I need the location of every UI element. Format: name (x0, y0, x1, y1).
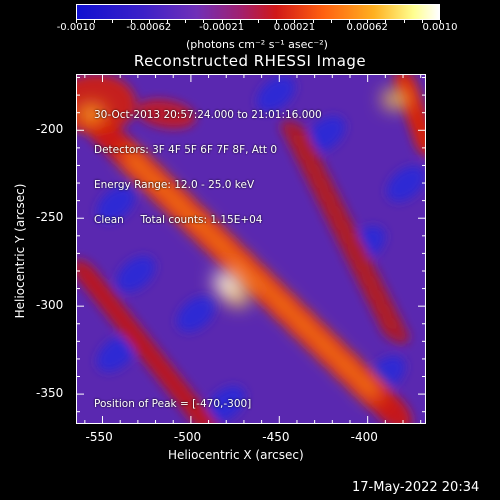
chart-title: Reconstructed RHESSI Image (133, 52, 367, 70)
heatmap-blob (176, 296, 216, 332)
observation-counts: Clean Total counts: 1.15E+04 (94, 213, 263, 226)
y-tick-label: -350 (36, 386, 64, 401)
x-tick-label: -550 (85, 430, 113, 444)
y-axis-label: Heliocentric Y (arcsec) (13, 183, 27, 319)
observation-info: 30-Oct-2013 20:57:24.000 to 21:01:16.000… (94, 87, 322, 238)
colorbar-minor-tick (203, 20, 205, 23)
colorbar-minor-tick (167, 20, 168, 23)
y-tick-label: -300 (36, 298, 64, 313)
x-tick-label: -500 (173, 430, 202, 444)
colorbar-tick-label: -0.00062 (126, 22, 172, 33)
observation-time: 30-Oct-2013 20:57:24.000 to 21:01:16.000 (94, 109, 322, 122)
heatmap-blob (256, 76, 296, 112)
colorbar-minor-tick (221, 20, 223, 23)
colorbar-minor-tick (440, 20, 441, 23)
colorbar-tick-label: -0.00021 (199, 22, 245, 33)
heatmap-core (77, 89, 410, 402)
colorbar-minor-tick (349, 20, 350, 23)
colorbar-minor-tick (148, 20, 150, 23)
heatmap-blob (189, 406, 219, 424)
x-axis-label: Heliocentric X (arcsec) (168, 448, 304, 462)
colorbar-tick-label: 0.0010 (422, 22, 458, 33)
colorbar-minor-tick (330, 20, 332, 23)
observation-detectors: Detectors: 3F 4F 5F 6F 7F 8F, Att 0 (94, 143, 278, 156)
x-tick-label: -450 (262, 430, 290, 444)
colorbar-tick-label: -0.0010 (56, 22, 96, 33)
heatmap-blob (378, 316, 410, 344)
colorbar-minor-tick (185, 20, 187, 23)
heatmap-blob (216, 274, 236, 294)
heatmap-plot (76, 74, 426, 424)
colorbar-minor-tick (294, 20, 296, 23)
heatmap-blob (382, 89, 410, 109)
plot-frame (76, 74, 426, 424)
colorbar-minor-tick (130, 20, 132, 23)
colorbar-minor-tick (112, 20, 114, 23)
heatmap-blob (116, 256, 156, 292)
observation-energy: Energy Range: 12.0 - 25.0 keV (94, 178, 255, 191)
peak-position-label: Position of Peak = [-470,-300] (94, 398, 252, 410)
colorbar-minor-tick (403, 20, 405, 23)
colorbar-units: (photons cm⁻² s⁻¹ asec⁻²) (186, 38, 328, 51)
heatmap-blob (77, 104, 105, 124)
colorbar-minor-tick (312, 20, 314, 23)
colorbar-minor-tick (385, 20, 387, 23)
heatmap-blob (96, 186, 136, 222)
heatmap-blob (206, 386, 246, 422)
x-tick-label: -400 (350, 430, 378, 444)
heatmap-blob (386, 166, 426, 202)
y-tick-label: -200 (36, 122, 64, 137)
colorbar-minor-tick (258, 20, 259, 23)
y-tick-label: -250 (36, 210, 64, 225)
heatmap-blob (136, 99, 196, 129)
colorbar-tick-label: 0.00062 (346, 22, 388, 33)
colorbar-minor-tick (421, 20, 423, 23)
axis-ticks (76, 74, 426, 424)
heatmap-blob (351, 370, 383, 402)
colorbar-tick-label: 0.00021 (273, 22, 316, 33)
colorbar (76, 4, 440, 20)
colorbar-minor-tick (76, 20, 77, 23)
heatmap-blob (96, 336, 136, 372)
heatmap-blob (306, 116, 346, 152)
colorbar-minor-tick (367, 20, 369, 23)
colorbar-minor-tick (276, 20, 278, 23)
colorbar-minor-tick (94, 20, 96, 23)
colorbar-minor-tick (239, 20, 241, 23)
footer-timestamp: 17-May-2022 20:34 (352, 480, 480, 495)
